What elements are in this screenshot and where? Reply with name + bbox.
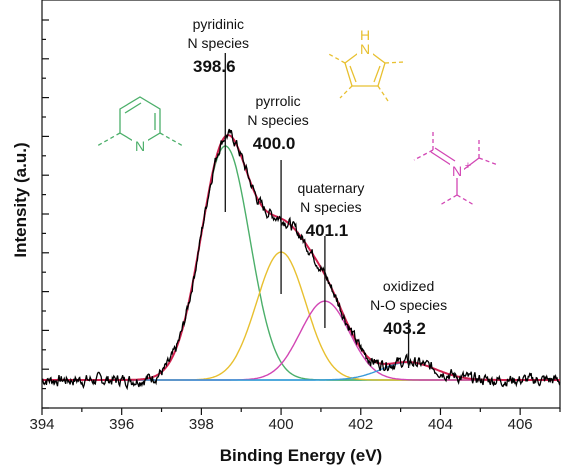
quaternary-substituent-bond: [439, 194, 458, 206]
quaternary-substituent-bond: [413, 149, 434, 161]
measured-curve: [41, 128, 561, 391]
peak-value-label: 398.6: [193, 57, 236, 76]
peak-name-line2: N-O species: [370, 297, 447, 313]
pyrrole-double-bond: [373, 65, 381, 83]
peak-name-line1: oxidized: [383, 278, 434, 294]
curve-group: [41, 128, 561, 391]
pyrrole-substituent-bond: [384, 61, 405, 64]
peak-name-line2: N species: [188, 35, 249, 51]
peak-annotations: pyridinic N species 398.6 pyrrolic N species…: [188, 16, 447, 368]
quaternary-bond: [434, 147, 456, 162]
quaternary-bond: [462, 157, 480, 171]
envelope-fit-curve: [42, 134, 560, 381]
plot-frame: [41, 0, 561, 409]
pyridine-atom-bg: [132, 137, 148, 153]
x-tick-label: 398: [189, 416, 214, 433]
pyrrole-substituent-bond: [339, 85, 353, 99]
pyrrole-h-label: H: [360, 27, 370, 43]
x-tick-label: 402: [348, 416, 373, 433]
pyrrole-structure: H N: [326, 27, 405, 102]
peak-name-line2: N species: [300, 199, 361, 215]
quaternary-atom-label: N: [452, 163, 462, 179]
pyrrole-double-bond: [349, 65, 357, 83]
pyridine-substituent-bond: [96, 132, 121, 147]
x-tick-label: 396: [109, 416, 134, 433]
quaternary-atom-bg: [450, 162, 464, 178]
y-axis-title: Intensity (a.u.): [11, 142, 30, 257]
x-tick-label: 400: [269, 416, 294, 433]
x-tick-labels: 394 396 398 400 402 404 406: [29, 416, 532, 433]
peak-name-line1: pyrrolic: [256, 93, 301, 109]
pyrrole-substituent-bond: [326, 52, 346, 64]
pyrrole-n-label: N: [360, 41, 370, 57]
x-tick-label: 394: [29, 416, 54, 433]
pyrrole-atom-bg: [357, 40, 373, 56]
peak-name-line2: N species: [247, 112, 308, 128]
x-tick-label: 404: [428, 416, 453, 433]
peak-name-line1: quaternary: [297, 180, 364, 196]
peak-value-label: 403.2: [383, 319, 426, 338]
pyridine-substituent-bond: [159, 132, 184, 147]
quaternary-substituent-bond: [456, 194, 475, 206]
component-curve: [42, 300, 560, 381]
quaternary-substituent-bond: [478, 157, 499, 166]
peak-value-label: 400.0: [253, 134, 296, 153]
peak-name-line1: pyridinic: [193, 16, 244, 32]
pyridine-double-bond: [124, 102, 142, 114]
tick-group: [41, 19, 561, 415]
pyrrole-ring: [344, 47, 386, 87]
x-tick-label: 406: [508, 416, 533, 433]
quaternary-bond: [430, 151, 452, 166]
quaternary-charge-label: +: [465, 160, 471, 172]
quaternary-structure: N +: [413, 132, 499, 206]
pyridine-atom-label: N: [135, 138, 145, 154]
peak-value-label: 401.1: [306, 221, 349, 240]
pyridine-structure: N: [96, 96, 184, 154]
component-curve: [42, 251, 560, 381]
x-axis-title: Binding Energy (eV): [220, 446, 382, 465]
pyrrole-substituent-bond: [377, 85, 389, 102]
